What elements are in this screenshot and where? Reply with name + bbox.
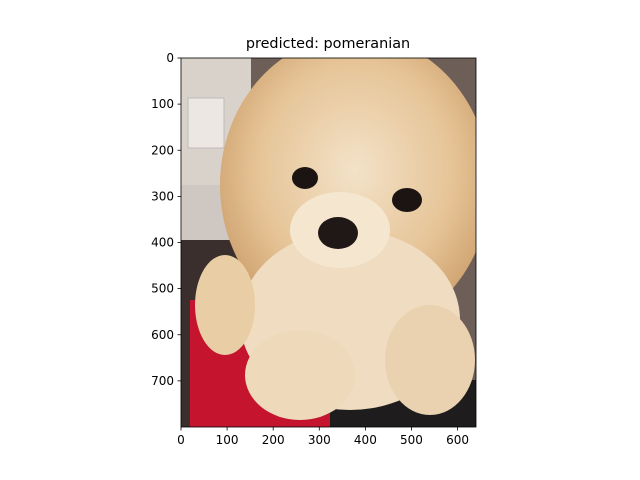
y-tick-label: 600	[151, 328, 174, 342]
y-tick-label: 300	[151, 189, 174, 203]
chart-title: predicted: pomeranian	[246, 36, 410, 52]
y-tick-label: 200	[151, 143, 174, 157]
y-tick-label: 0	[166, 51, 174, 65]
photo	[181, 58, 476, 427]
y-tick-label: 500	[151, 282, 174, 296]
y-tick-label: 700	[151, 374, 174, 388]
x-tick-label: 600	[446, 433, 469, 447]
x-tick-label: 400	[354, 433, 377, 447]
x-tick-label: 200	[262, 433, 285, 447]
y-tick-label: 400	[151, 236, 174, 250]
x-tick-label: 100	[216, 433, 239, 447]
x-tick-label: 300	[308, 433, 331, 447]
x-tick-label: 500	[400, 433, 423, 447]
x-tick-label: 0	[177, 433, 185, 447]
y-tick-label: 100	[151, 97, 174, 111]
